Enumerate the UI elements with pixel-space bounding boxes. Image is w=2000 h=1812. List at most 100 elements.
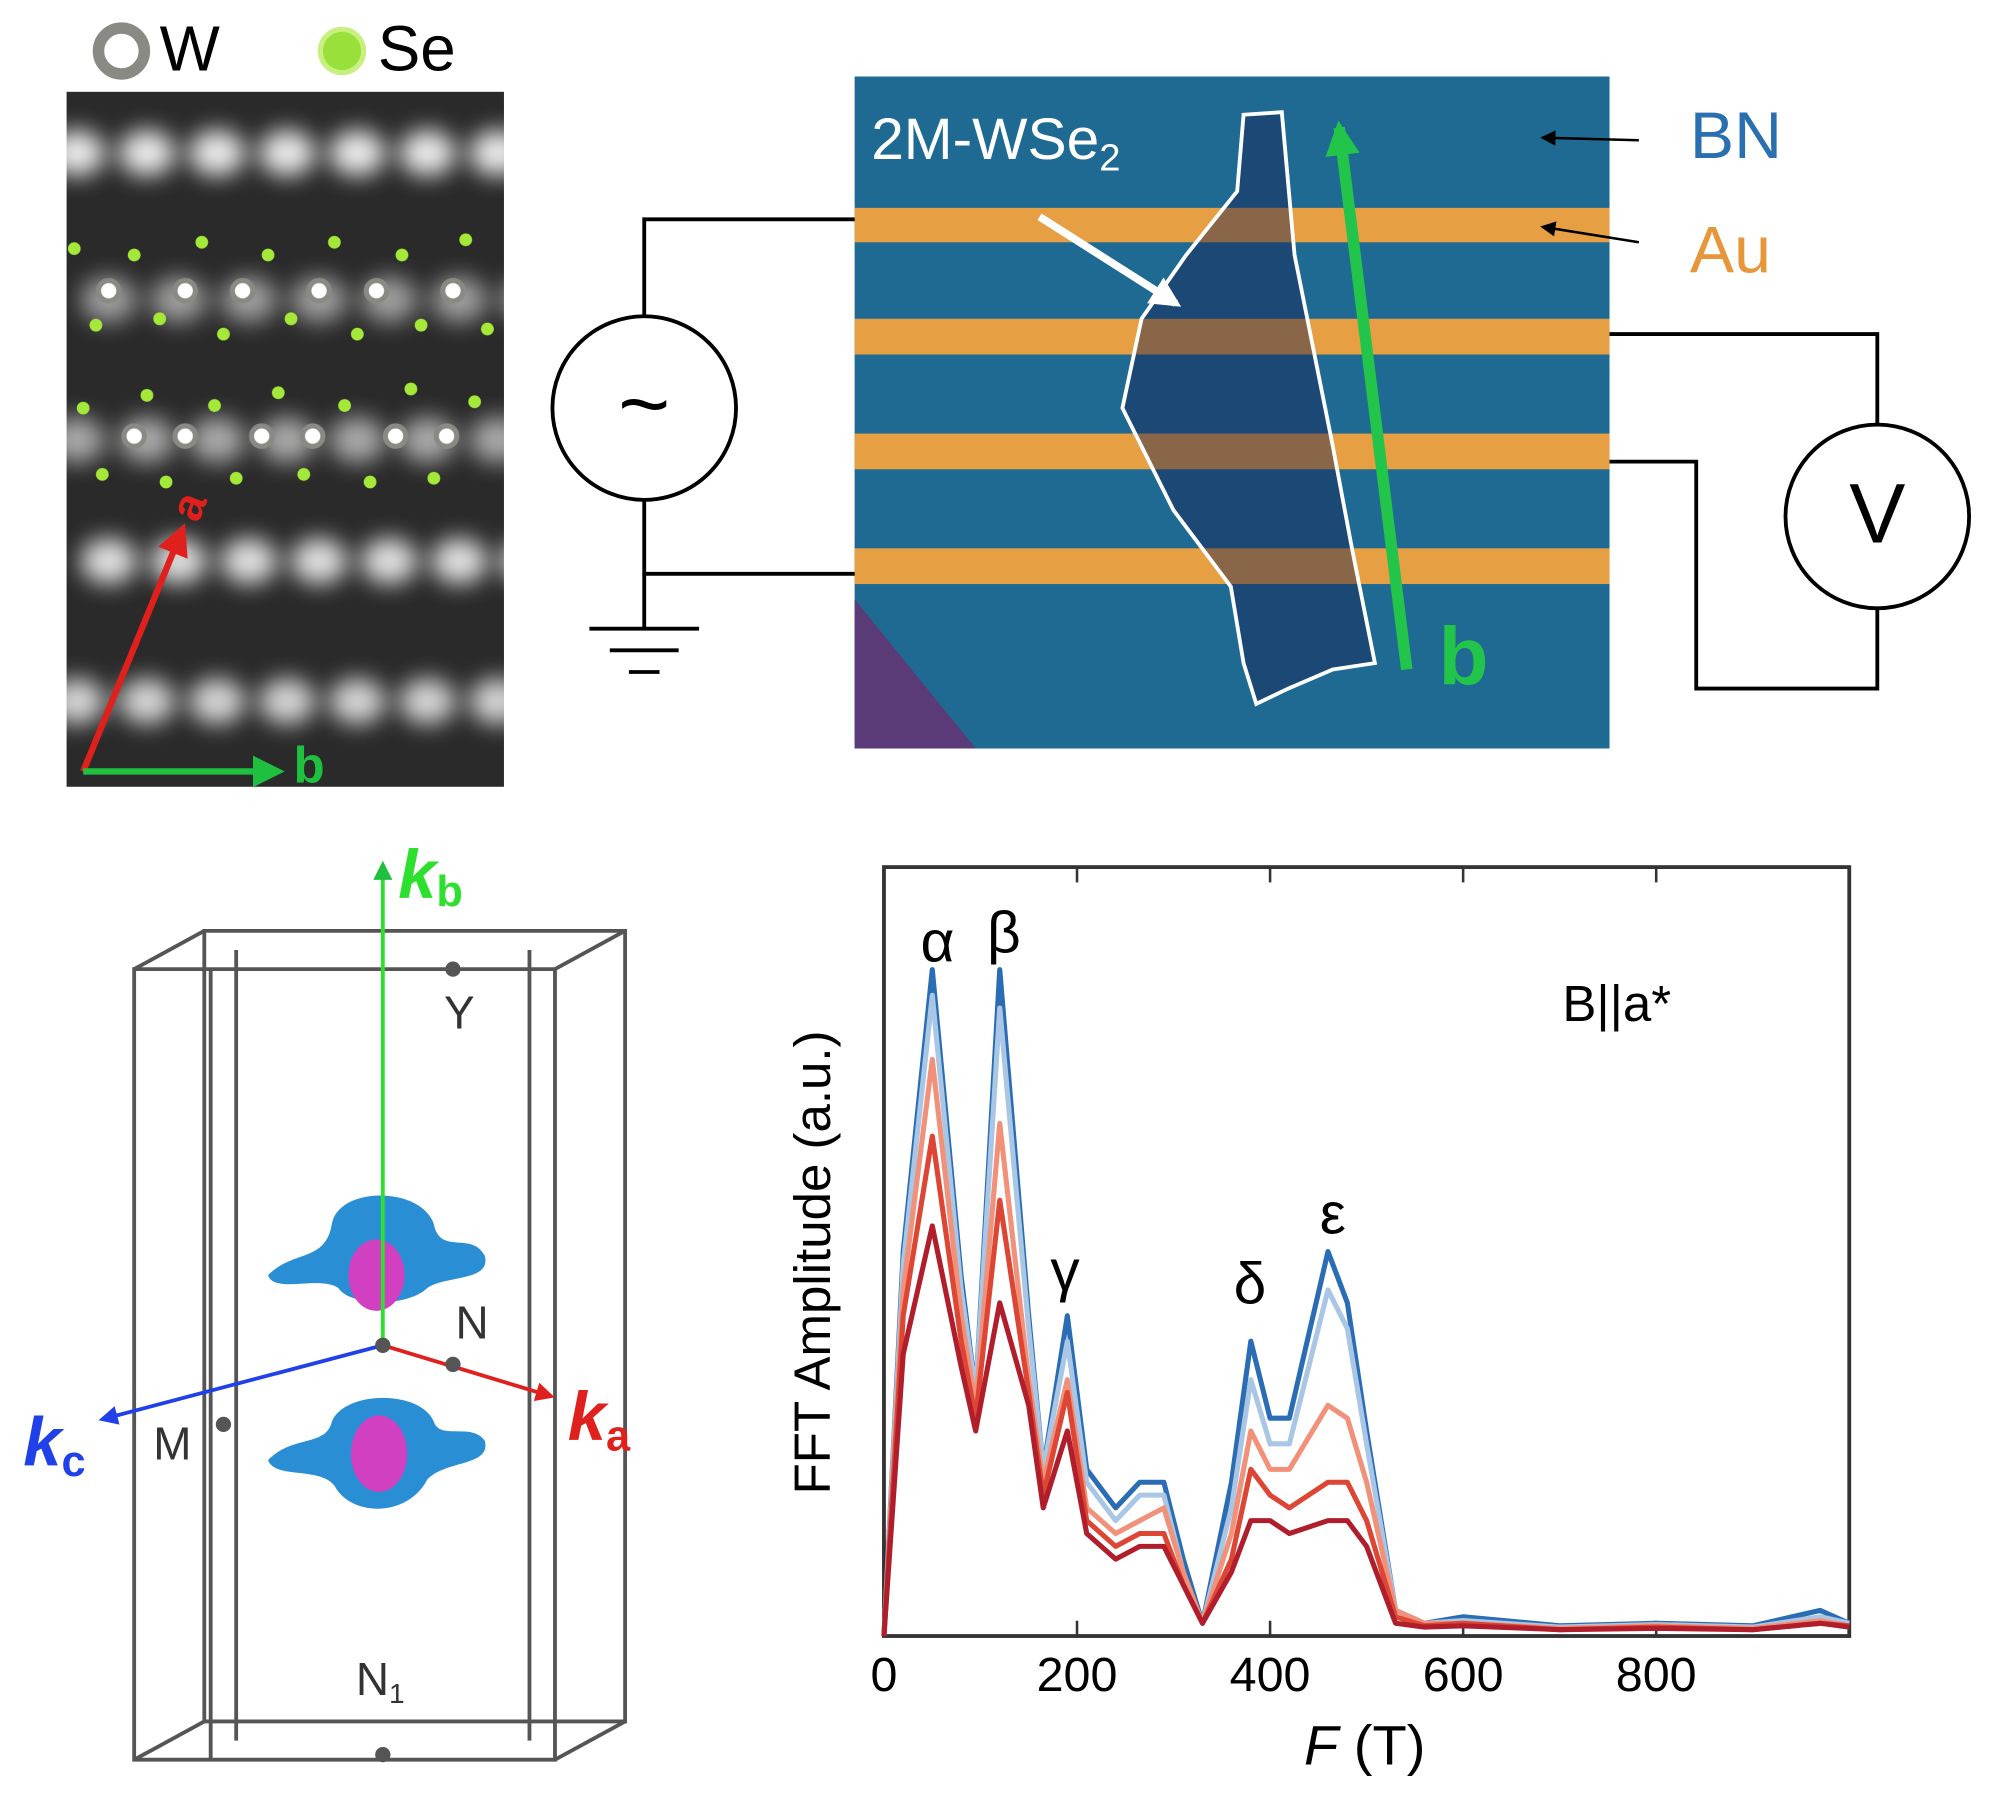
zone-box <box>132 928 628 1762</box>
b-arrow <box>1325 120 1413 671</box>
x-axis-label: F (T) <box>1304 1713 1425 1776</box>
stem-blob <box>66 130 105 176</box>
se-atom <box>404 382 418 396</box>
stem-blob <box>188 678 246 725</box>
se-atom <box>140 388 154 402</box>
x-tick-label: 600 <box>1423 1648 1504 1702</box>
se-atom <box>338 399 351 412</box>
stem-blob <box>66 416 105 463</box>
subscript: 2 <box>1099 137 1120 180</box>
brillouin-panel: kb kc ka Y N M N1 <box>23 836 631 1763</box>
se-atom <box>95 467 109 481</box>
point-name: N <box>356 1653 389 1705</box>
au-stripe <box>854 548 1610 585</box>
se-atom <box>271 386 285 400</box>
point-label: N <box>456 1296 489 1348</box>
w-legend-dot <box>92 22 151 80</box>
stem-blob <box>80 538 137 585</box>
se-atom <box>414 318 428 332</box>
au-stripe <box>854 318 1610 355</box>
w-atom <box>172 277 198 304</box>
subscript: a <box>606 1413 631 1461</box>
se-atom <box>363 475 377 489</box>
se-atom <box>297 467 311 481</box>
ka-axis <box>382 1343 555 1402</box>
stem-blob <box>469 416 504 463</box>
stem-blob <box>188 416 246 463</box>
stem-blob <box>220 538 277 585</box>
stem-blob <box>501 551 504 571</box>
subscript: b <box>436 869 462 917</box>
se-atom <box>208 399 221 412</box>
stem-blob <box>469 678 504 725</box>
se-atom <box>284 312 298 326</box>
circuit <box>550 217 1972 691</box>
au-stripe <box>854 433 1610 470</box>
stem-atoms <box>66 130 504 725</box>
stem-blob <box>118 678 175 725</box>
k: k <box>23 1403 65 1480</box>
w-atom <box>363 277 390 304</box>
stem-blob <box>399 130 456 176</box>
sample-arrow <box>1037 213 1182 307</box>
bn-label: BN <box>1690 99 1782 173</box>
annotation: B||a* <box>1562 975 1671 1032</box>
stem-blob <box>399 678 456 725</box>
stem-blob <box>431 538 488 585</box>
w-atom <box>229 277 256 304</box>
stem-blob <box>259 130 316 176</box>
se-atom <box>261 248 275 262</box>
se-atom <box>89 318 103 332</box>
zone-points <box>215 961 461 1763</box>
axis-label: b <box>294 736 325 793</box>
stem-blob <box>329 130 386 176</box>
stem-blob <box>259 678 316 725</box>
fft-chart: FFT Amplitude (a.u.) F (T) B||a* 0 200 400… <box>784 865 1852 1776</box>
k: k <box>568 1378 610 1455</box>
axis-arrow-a <box>80 523 188 773</box>
x-label-var: F <box>1304 1713 1341 1776</box>
se-atom <box>127 248 141 262</box>
se-atom <box>217 327 230 341</box>
stem-blob <box>501 290 504 310</box>
peak-label: β <box>987 901 1021 966</box>
se-atom <box>67 242 81 256</box>
peak-label: γ <box>1050 1239 1080 1304</box>
stem-atom-dots <box>67 233 494 489</box>
se-atom <box>195 235 209 249</box>
se-atom <box>229 471 243 485</box>
x-tick-label: 0 <box>870 1648 897 1702</box>
sample-name: 2M-WSe <box>871 106 1099 171</box>
optical-image <box>854 76 1610 749</box>
au-stripe <box>854 207 1610 243</box>
x-tick-label: 200 <box>1037 1648 1118 1702</box>
stem-blob <box>188 130 246 176</box>
se-atom <box>427 471 441 485</box>
x-tick-label: 800 <box>1616 1648 1697 1702</box>
kc-label: kc <box>23 1403 85 1486</box>
y-axis-label: FFT Amplitude (a.u.) <box>784 1030 841 1494</box>
subscript: 1 <box>389 1678 405 1709</box>
ka-label: ka <box>568 1378 631 1461</box>
w-atom <box>382 423 409 449</box>
se-atom <box>459 233 473 247</box>
x-label-unit: (T) <box>1354 1713 1426 1776</box>
stem-blob <box>329 416 386 463</box>
fft-curve <box>881 1223 1850 1637</box>
bn-pointer <box>1540 130 1639 146</box>
meter-symbol: V <box>1849 466 1905 560</box>
se-atom <box>468 395 482 409</box>
se-atom <box>395 248 409 262</box>
subscript: c <box>62 1439 86 1487</box>
w-atom <box>248 423 275 449</box>
stem-blob <box>118 130 175 176</box>
stem-blob <box>329 678 386 725</box>
plot-frame <box>882 865 1852 1638</box>
se-atom <box>153 312 167 326</box>
stem-panel: W Se a b <box>66 12 504 793</box>
sample-label: 2M-WSe2 <box>871 106 1120 179</box>
peak-label: ε <box>1320 1181 1346 1246</box>
w-atom <box>172 423 198 449</box>
stem-blob <box>469 130 504 176</box>
